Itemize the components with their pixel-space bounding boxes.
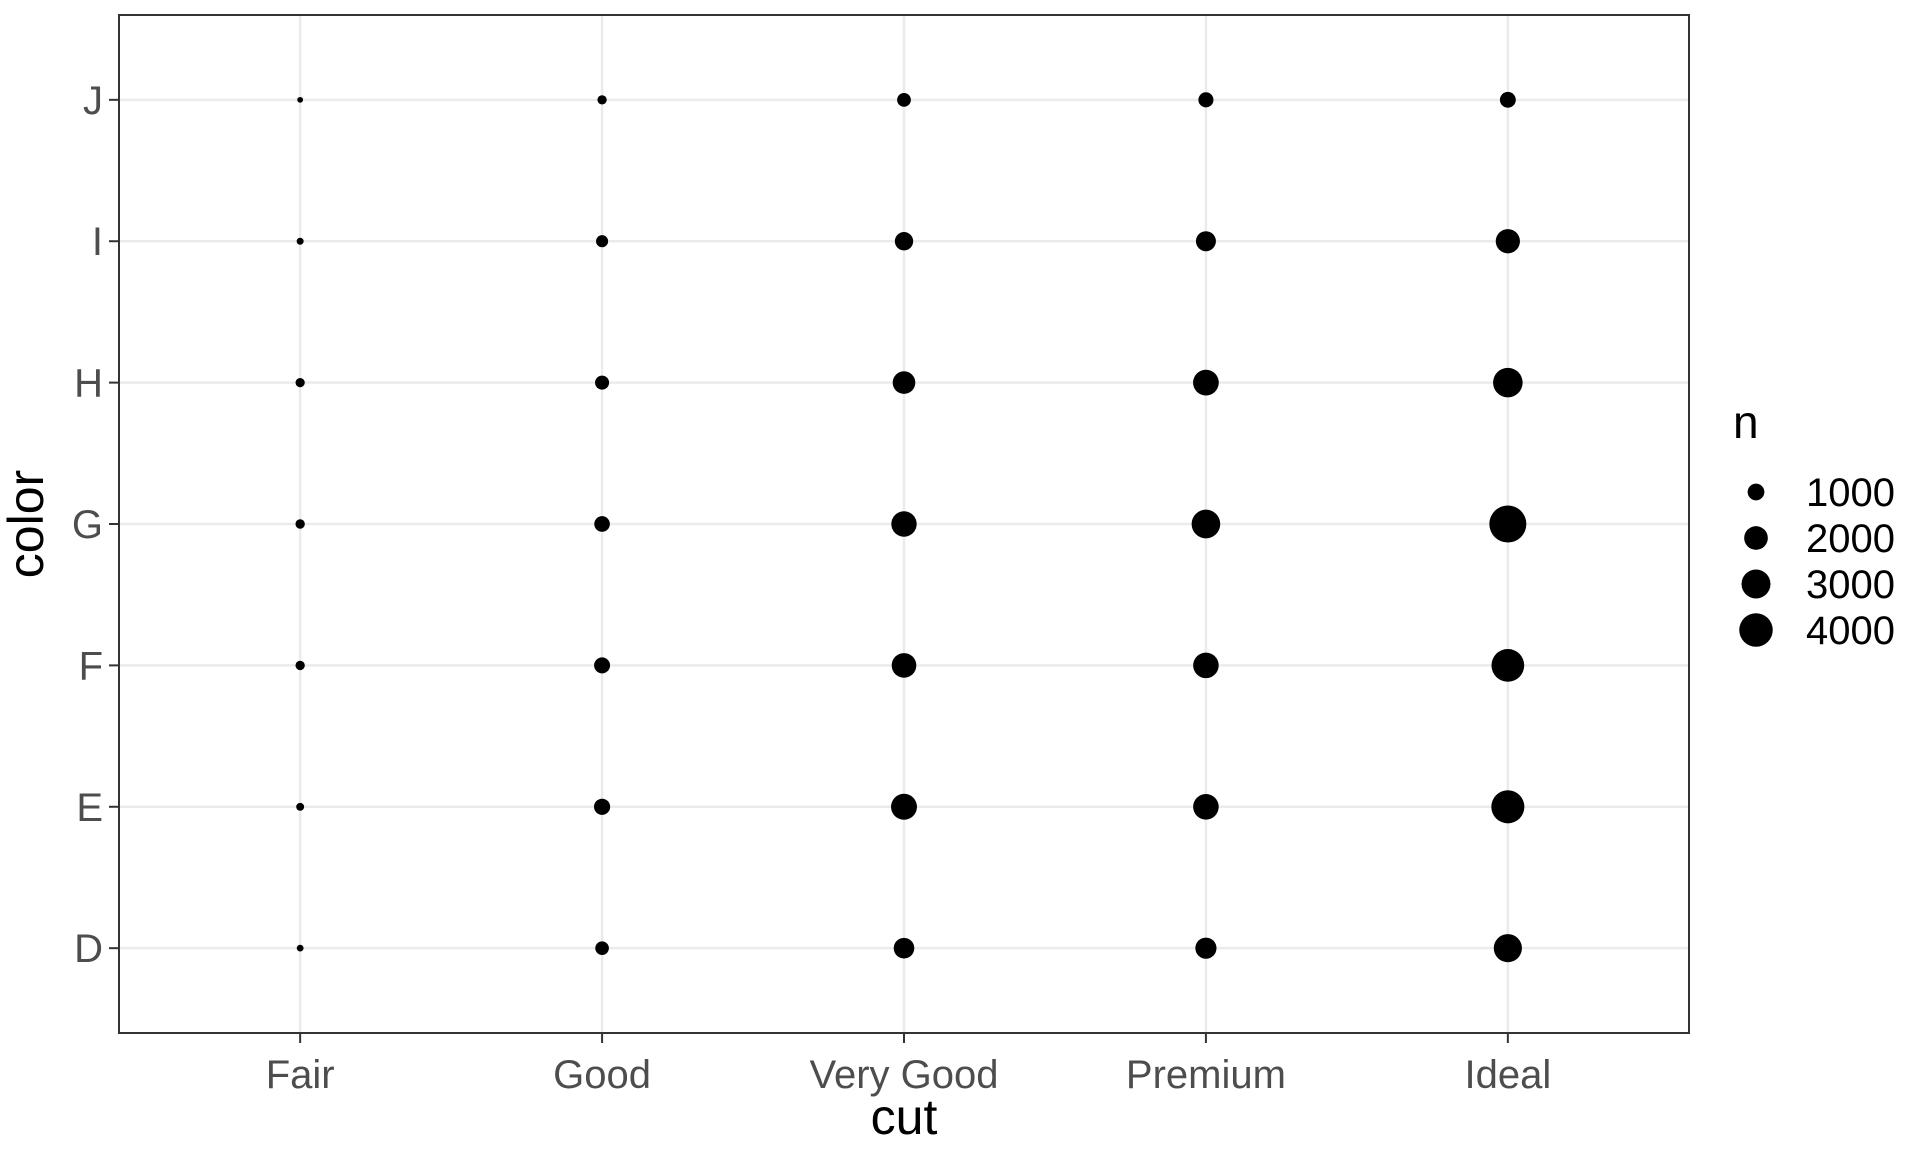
data-point xyxy=(1491,649,1525,682)
legend-label: 4000 xyxy=(1806,609,1895,653)
data-point xyxy=(893,937,915,959)
data-point xyxy=(1499,91,1516,108)
y-tick-label: I xyxy=(92,220,103,264)
data-point xyxy=(295,660,305,671)
data-point xyxy=(595,941,609,955)
data-point xyxy=(296,802,305,811)
legend-title: n xyxy=(1733,396,1759,448)
x-axis-title: cut xyxy=(871,1089,938,1145)
data-point xyxy=(594,516,610,532)
data-point xyxy=(891,793,917,820)
x-tick-label: Ideal xyxy=(1464,1053,1551,1097)
y-tick-label: G xyxy=(72,503,103,547)
y-tick-label: D xyxy=(74,927,103,971)
data-point xyxy=(1193,652,1219,679)
data-point xyxy=(295,378,305,388)
legend-key xyxy=(1741,569,1771,599)
x-tick-label: Very Good xyxy=(809,1053,998,1097)
data-point xyxy=(891,511,917,537)
y-tick-label: H xyxy=(74,362,103,406)
data-point xyxy=(594,657,611,674)
data-point xyxy=(296,237,304,245)
data-point xyxy=(596,235,609,248)
data-point xyxy=(1489,505,1527,543)
legend-key xyxy=(1739,613,1773,647)
data-point xyxy=(597,95,607,105)
legend-key xyxy=(1744,526,1768,550)
y-tick-label: E xyxy=(76,786,103,830)
data-point xyxy=(1491,790,1525,824)
data-point xyxy=(1198,92,1214,108)
y-tick-label: F xyxy=(79,644,103,688)
data-point xyxy=(296,944,304,952)
data-point xyxy=(894,232,914,251)
y-tick-label: J xyxy=(83,79,103,123)
legend-label: 3000 xyxy=(1806,563,1895,607)
data-point xyxy=(1195,937,1217,959)
data-point xyxy=(1193,369,1219,396)
data-point xyxy=(1493,934,1522,963)
legend-label: 1000 xyxy=(1806,471,1895,515)
legend-key xyxy=(1747,483,1765,501)
legend-label: 2000 xyxy=(1806,517,1895,561)
data-point xyxy=(297,96,304,103)
data-point xyxy=(891,653,917,678)
data-point xyxy=(595,375,610,390)
data-point xyxy=(1495,229,1520,254)
data-point xyxy=(1193,793,1219,820)
data-point xyxy=(1493,367,1523,398)
x-tick-label: Premium xyxy=(1126,1053,1286,1097)
data-point xyxy=(892,371,916,394)
x-tick-label: Fair xyxy=(266,1053,335,1097)
data-point xyxy=(897,92,911,107)
y-axis: D E F G H I J xyxy=(72,79,119,971)
x-axis: Fair Good Very Good Premium Ideal xyxy=(266,1033,1551,1097)
data-point xyxy=(593,798,611,815)
data-point xyxy=(295,519,305,529)
x-tick-label: Good xyxy=(553,1053,651,1097)
y-axis-title: color xyxy=(0,470,54,578)
data-point xyxy=(1191,509,1221,539)
data-points xyxy=(295,91,1527,963)
data-point xyxy=(1195,231,1216,252)
